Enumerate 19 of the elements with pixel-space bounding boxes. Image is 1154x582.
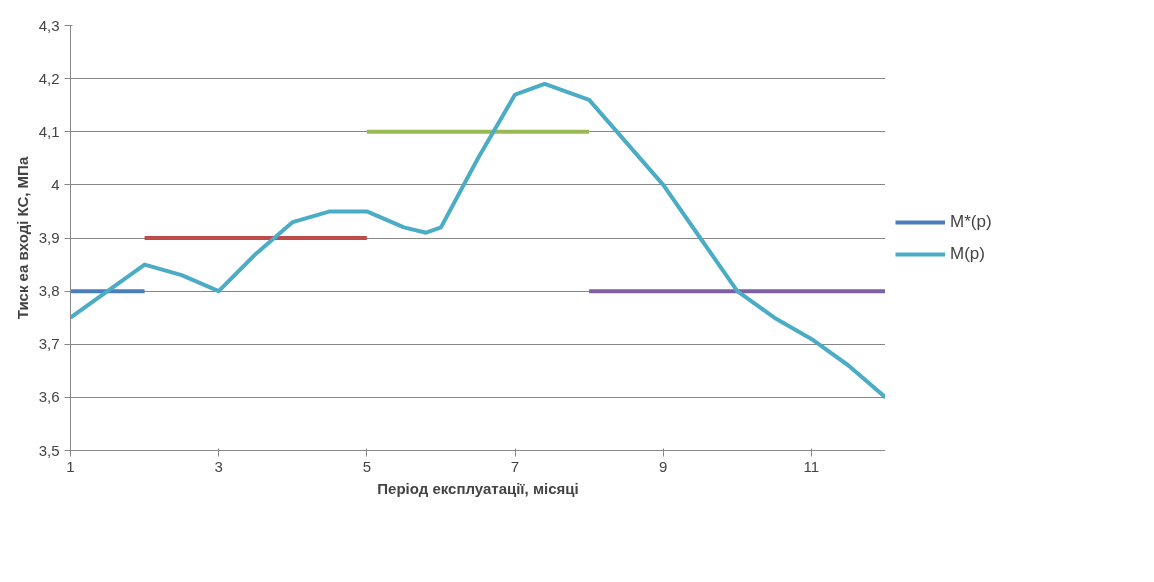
legend-label: M(p) xyxy=(950,243,985,264)
y-axis-title: Тиск еа вході КС, МПа xyxy=(13,156,31,320)
y-tick-label: 3,8 xyxy=(38,282,60,300)
x-tick-label: 11 xyxy=(803,457,820,475)
y-tick-label: 4 xyxy=(51,175,60,193)
x-tick-label: 3 xyxy=(214,457,223,475)
x-tick-label: 1 xyxy=(66,457,75,475)
y-tick-label: 4,2 xyxy=(38,69,60,87)
y-tick-label: 4,3 xyxy=(38,16,60,34)
x-tick-label: 7 xyxy=(510,457,520,475)
y-tick-label: 3,9 xyxy=(38,229,60,246)
x-tick-label: 5 xyxy=(362,457,372,475)
legend-label: M*(p) xyxy=(950,211,992,232)
y-tick-label: 3,6 xyxy=(38,388,60,406)
y-tick-label: 3,7 xyxy=(38,335,60,353)
x-axis-title: Період експлуатації, місяці xyxy=(377,479,579,497)
y-tick-label: 3,5 xyxy=(38,441,60,459)
x-tick-label: 9 xyxy=(659,457,668,475)
y-tick-label: 4,1 xyxy=(38,122,60,140)
